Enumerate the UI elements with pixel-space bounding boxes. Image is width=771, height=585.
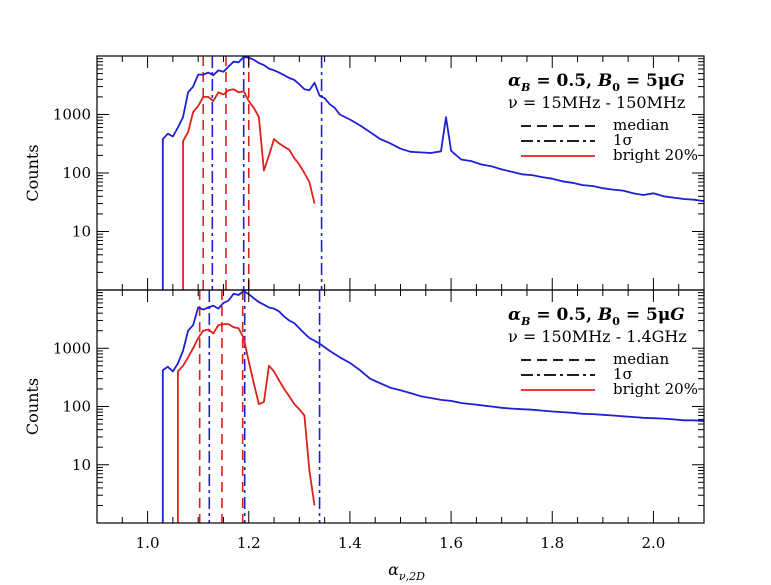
top-ytick-label: 100 <box>62 164 91 182</box>
top-ylabel: Counts <box>23 144 42 201</box>
bottom-series-all-line <box>161 290 704 523</box>
bottom-ylabel: Counts <box>23 378 42 435</box>
bottom-ytick-label: 100 <box>62 398 91 416</box>
bottom-xtick-label: 2.0 <box>641 534 665 552</box>
bottom-legend-label-dashdot: 1σ <box>613 365 633 383</box>
top-ytick-label: 10 <box>72 223 91 241</box>
bottom-series-bright-20-line <box>177 323 316 523</box>
bottom-legend-label-dashed: median <box>613 350 669 368</box>
bottom-xtick-label: 1.6 <box>439 534 463 552</box>
top-legend-label-solid: bright 20% <box>613 146 698 164</box>
bottom-legend-title: αB = 0.5, B0 = 5μG <box>508 305 685 328</box>
top-series-all-line <box>161 56 704 290</box>
bottom-xtick-label: 1.0 <box>136 534 160 552</box>
bottom-legend-subtitle: ν = 150MHz - 1.4GHz <box>508 327 687 346</box>
top-legend-title: αB = 0.5, B0 = 5μG <box>508 71 685 94</box>
bottom-panel: 10 100 1000 1.0 1.2 1.4 1.6 1.8 2.0 Counts αν,2D αB… <box>23 289 705 583</box>
top-ytick-label: 1000 <box>53 106 91 124</box>
top-series-bright-20-line <box>182 88 316 290</box>
top-legend-label-dashed: median <box>613 116 669 134</box>
top-legend-label-dashdot: 1σ <box>613 131 633 149</box>
bottom-ytick-label: 10 <box>72 456 91 474</box>
bottom-ytick-label: 1000 <box>53 339 91 357</box>
bottom-xtick-label: 1.4 <box>338 534 362 552</box>
bottom-xtick-label: 1.8 <box>540 534 564 552</box>
bottom-xlabel: αν,2D <box>388 560 425 583</box>
top-legend-subtitle: ν = 15MHz - 150MHz <box>508 93 685 112</box>
bottom-legend-label-solid: bright 20% <box>613 380 698 398</box>
bottom-xtick-label: 1.2 <box>237 534 261 552</box>
